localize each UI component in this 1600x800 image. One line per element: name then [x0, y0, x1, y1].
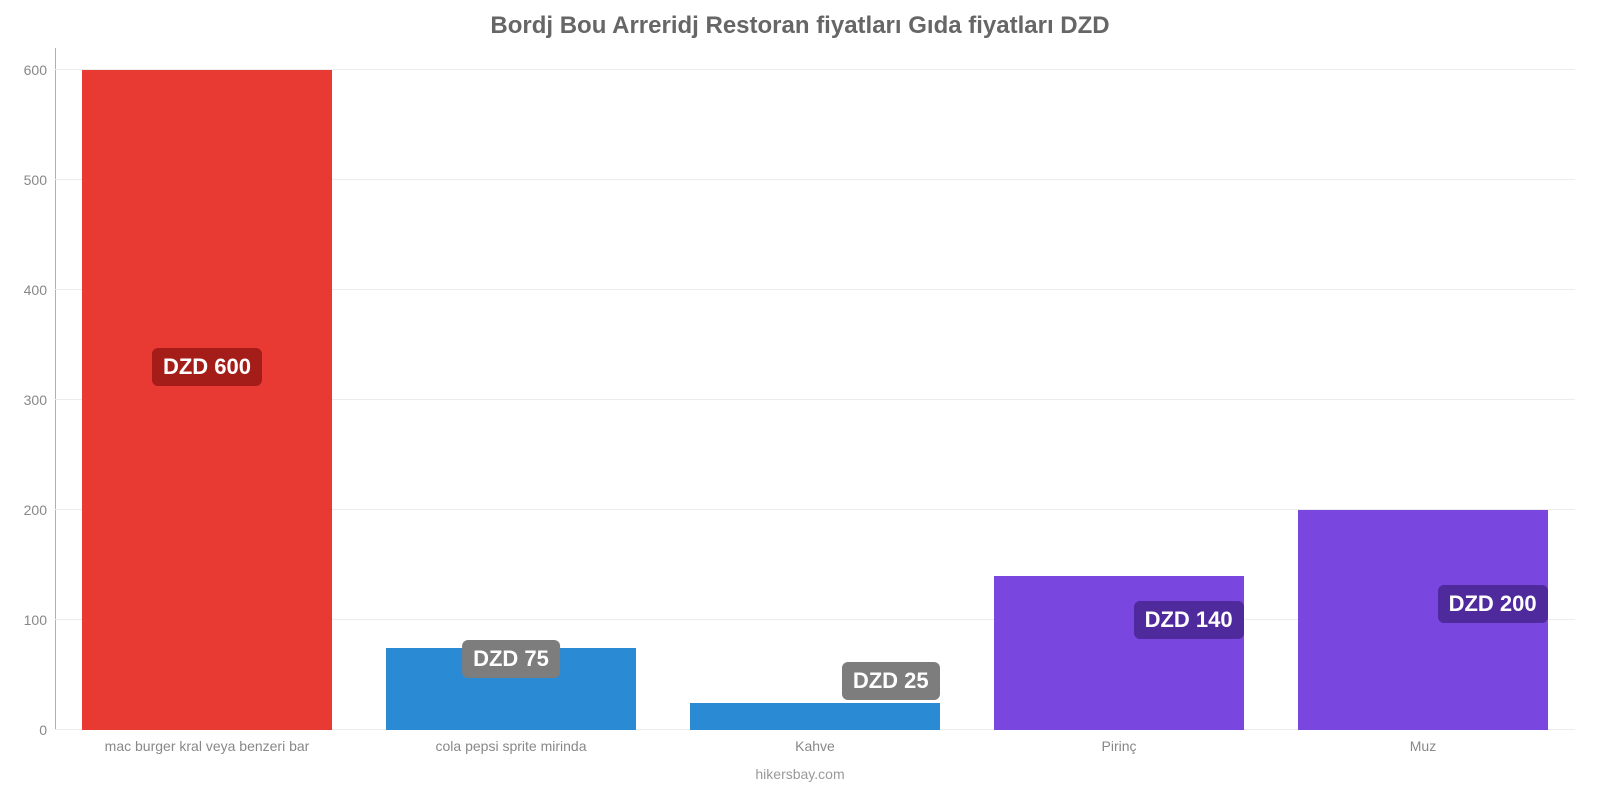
- value-badge: DZD 140: [1134, 601, 1244, 639]
- value-badge: DZD 25: [842, 662, 940, 700]
- bar: [994, 576, 1243, 730]
- chart-title: Bordj Bou Arreridj Restoran fiyatları Gı…: [0, 0, 1600, 46]
- value-badge: DZD 200: [1438, 585, 1548, 623]
- x-tick-label: cola pepsi sprite mirinda: [436, 730, 587, 754]
- y-tick-label: 0: [39, 722, 55, 738]
- bar: [690, 703, 939, 731]
- y-axis-line: [55, 48, 56, 730]
- y-tick-label: 100: [24, 612, 55, 628]
- y-tick-label: 200: [24, 502, 55, 518]
- bar: [82, 70, 331, 730]
- chart-area: 0100200300400500600DZD 600mac burger kra…: [55, 48, 1575, 730]
- y-tick-label: 600: [24, 62, 55, 78]
- x-tick-label: mac burger kral veya benzeri bar: [105, 730, 310, 754]
- x-tick-label: Muz: [1410, 730, 1436, 754]
- plot-region: 0100200300400500600DZD 600mac burger kra…: [55, 48, 1575, 730]
- value-badge: DZD 600: [152, 348, 262, 386]
- x-tick-label: Kahve: [795, 730, 835, 754]
- x-tick-label: Pirinç: [1101, 730, 1136, 754]
- y-tick-label: 400: [24, 282, 55, 298]
- chart-footer: hikersbay.com: [0, 766, 1600, 782]
- y-tick-label: 300: [24, 392, 55, 408]
- value-badge: DZD 75: [462, 640, 560, 678]
- y-tick-label: 500: [24, 172, 55, 188]
